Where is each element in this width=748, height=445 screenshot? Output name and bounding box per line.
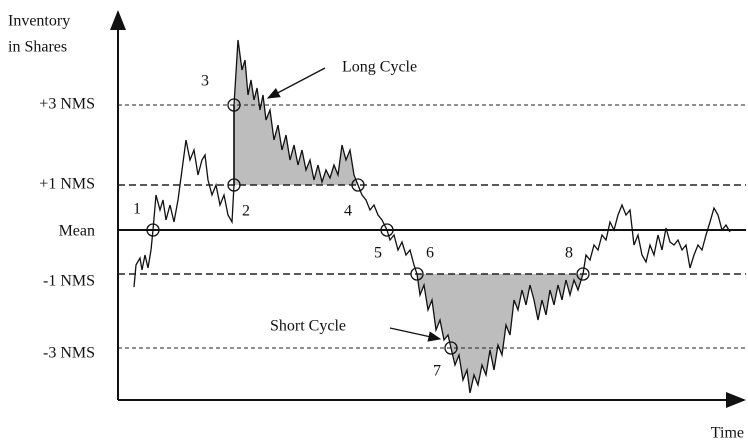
point-label: 5 [374, 245, 382, 262]
cycle-area [417, 274, 583, 393]
x-label: Time [711, 425, 744, 442]
inventory-path [133, 39, 731, 394]
cycle-area [234, 40, 358, 185]
point-label: 1 [133, 201, 141, 218]
arrow [389, 327, 442, 342]
annotation: Short Cycle [270, 318, 346, 335]
y-label: Inventory [8, 13, 70, 30]
point-label: 7 [433, 363, 441, 380]
level-label: Mean [59, 223, 95, 240]
level-label: +1 NMS [39, 176, 95, 193]
point-label: 4 [344, 203, 352, 220]
point-label: 6 [426, 245, 434, 262]
level-label: +3 NMS [39, 96, 95, 113]
point-label: 3 [201, 73, 209, 90]
point-label: 2 [242, 203, 250, 220]
y-label: in Shares [8, 39, 67, 56]
point-label: 8 [565, 245, 573, 262]
cycle-shading [234, 40, 583, 393]
level-label: -1 NMS [43, 273, 95, 290]
annotation: Long Cycle [342, 59, 417, 76]
arrow [266, 67, 326, 99]
level-label: -3 NMS [43, 345, 95, 362]
crossing-markers [146, 98, 590, 355]
